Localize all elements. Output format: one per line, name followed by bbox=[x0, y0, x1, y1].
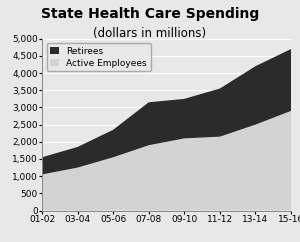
Text: (dollars in millions): (dollars in millions) bbox=[93, 27, 207, 40]
Text: State Health Care Spending: State Health Care Spending bbox=[41, 7, 259, 21]
Legend: Retirees, Active Employees: Retirees, Active Employees bbox=[46, 43, 151, 71]
